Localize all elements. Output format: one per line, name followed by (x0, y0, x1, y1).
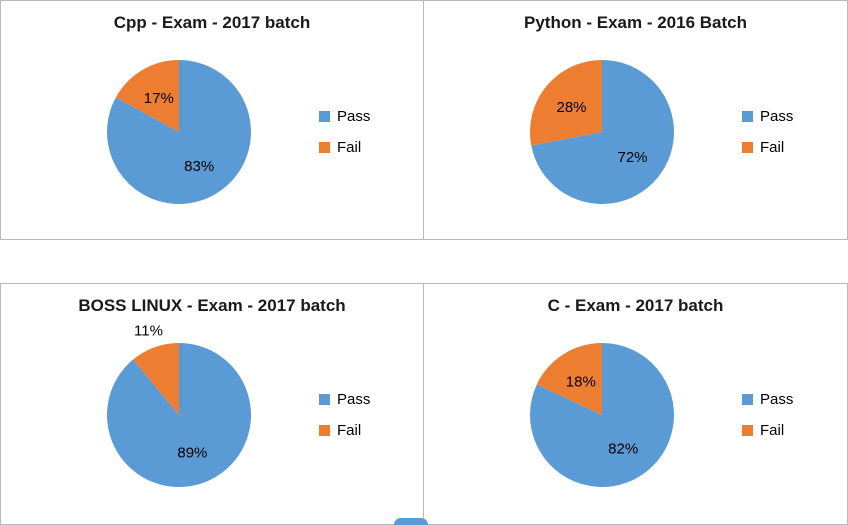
pie-data-label-fail: 17% (144, 90, 174, 107)
pie-slice-fail (536, 343, 602, 416)
legend-item-pass: Pass (742, 391, 793, 408)
legend-item-fail: Fail (742, 422, 793, 439)
chart-body: 72% 28% Pass Fail (424, 37, 847, 227)
chart-title: BOSS LINUX - Exam - 2017 batch (78, 296, 346, 315)
chart-panel-cpp: Cpp - Exam - 2017 batch 83% 17% Pass Fail (0, 0, 424, 240)
legend-label-fail: Fail (337, 139, 362, 157)
chart-body: 82% 18% Pass Fail (424, 320, 847, 510)
pie-slice-fail (115, 60, 179, 133)
chart-body: 83% 17% Pass Fail (1, 37, 423, 227)
legend-item-fail: Fail (319, 422, 370, 439)
pie-chart: 82% 18% (530, 343, 674, 488)
pie-chart: 83% 17% (106, 60, 251, 205)
pie-chart: 72% 28% (530, 60, 674, 205)
legend-label-pass: Pass (760, 391, 794, 409)
chart-title: Python - Exam - 2016 Batch (524, 13, 747, 32)
pie-slice-fail (530, 60, 602, 146)
pie-data-label-fail: 18% (566, 374, 596, 391)
chart-title: Cpp - Exam - 2017 batch (113, 13, 311, 32)
pie-data-label-fail: 28% (556, 99, 586, 116)
legend-item-pass: Pass (319, 391, 370, 408)
chart-body: 89% 11% Pass Fail (1, 320, 423, 510)
chart-panel-boss-linux: BOSS LINUX - Exam - 2017 batch 89% 11% Pa… (0, 283, 424, 525)
pie-slice-fail (133, 343, 179, 416)
fail-swatch-icon (319, 142, 330, 154)
legend-label-pass: Pass (337, 391, 371, 409)
chart-panel-python: Python - Exam - 2016 Batch 72% 28% Pass F… (424, 0, 848, 240)
pass-swatch-icon (319, 111, 330, 123)
chart-title: C - Exam - 2017 batch (547, 296, 724, 315)
pie-data-label-pass: 82% (608, 441, 638, 458)
pass-swatch-icon (742, 394, 753, 406)
legend-label-fail: Fail (760, 422, 785, 440)
legend: Pass Fail (742, 108, 793, 156)
pie-slice-pass (531, 60, 674, 205)
legend-item-pass: Pass (319, 108, 370, 125)
legend-item-pass: Pass (742, 108, 793, 125)
pie-slice-pass (106, 60, 251, 205)
pie-data-label-pass: 72% (617, 149, 647, 166)
chart-panel-c: C - Exam - 2017 batch 82% 18% Pass Fail (424, 283, 848, 525)
pie-data-label-fail: 11% (134, 323, 163, 340)
legend-item-fail: Fail (319, 139, 370, 156)
pie-data-label-pass: 89% (177, 445, 207, 462)
legend-label-pass: Pass (760, 108, 794, 126)
pass-swatch-icon (319, 394, 330, 406)
fail-swatch-icon (319, 425, 330, 437)
legend-label-pass: Pass (337, 108, 371, 126)
legend: Pass Fail (742, 391, 793, 439)
legend: Pass Fail (319, 108, 370, 156)
legend-item-fail: Fail (742, 139, 793, 156)
legend-label-fail: Fail (337, 422, 362, 440)
pie-chart: 89% 11% (107, 323, 252, 488)
pass-swatch-icon (742, 111, 753, 123)
fail-swatch-icon (742, 425, 753, 437)
legend-label-fail: Fail (760, 139, 785, 157)
pie-data-label-pass: 83% (184, 158, 214, 175)
pie-slice-pass (107, 343, 252, 488)
fail-swatch-icon (742, 142, 753, 154)
next-chart-partial-pie (394, 518, 428, 525)
legend: Pass Fail (319, 391, 370, 439)
